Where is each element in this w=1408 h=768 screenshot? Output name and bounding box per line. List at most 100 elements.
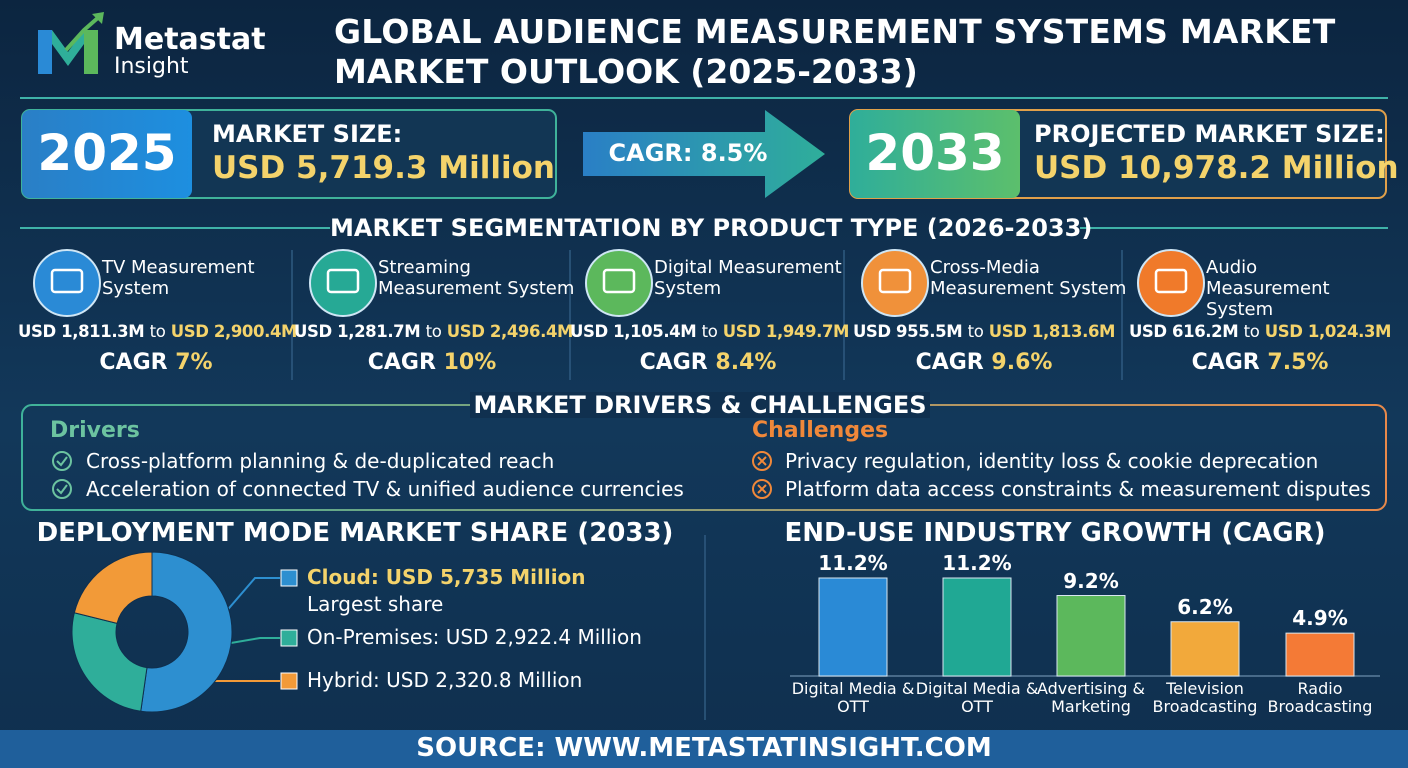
segment-range: USD 616.2M to USD 1,024.3M [1122, 322, 1398, 341]
value-label: 11.2% [942, 551, 1012, 575]
segment-icon [861, 249, 929, 317]
x-icon [752, 479, 772, 499]
cagr: CAGR: 8.5% [608, 139, 768, 167]
cagr-value: 7% [175, 350, 213, 375]
cagr-label: CAGR [1191, 350, 1260, 375]
icon-glyph [878, 268, 912, 294]
x-icon [757, 484, 767, 494]
check-icon [56, 456, 68, 467]
segment-range: USD 1,281.7M to USD 2,496.4M [294, 322, 574, 341]
check-icon [52, 479, 72, 499]
legend-note: Largest share [307, 592, 444, 616]
segment-name: Digital Measurement System [654, 257, 842, 299]
range-joiner: to [701, 322, 718, 341]
cagr-value: 7.5% [1267, 350, 1329, 375]
range-to: USD 2,496.4M [446, 322, 574, 341]
x-icon [757, 456, 767, 466]
legend-label: Cloud: USD 5,735 Million [307, 565, 586, 589]
legend-label: On-Premises: USD 2,922.4 Million [307, 625, 642, 649]
cagr-arrow [583, 110, 825, 198]
end-year: 2033 [865, 124, 1005, 182]
segment-cagr: CAGR 7% [18, 350, 294, 375]
value-label: 9.2% [1063, 568, 1119, 593]
cagr-label: CAGR [639, 350, 708, 375]
range-from: USD 1,281.7M [294, 322, 421, 341]
source-band [0, 730, 1408, 768]
segment-name: TV Measurement System [102, 257, 255, 299]
icon-glyph [602, 268, 636, 294]
x-icon [752, 451, 772, 471]
range-joiner: to [149, 322, 166, 341]
check-icon [56, 484, 68, 495]
brand-sub: Insight [114, 54, 189, 79]
end-value: USD 10,978.2 Million [1034, 150, 1399, 186]
start-year-block [22, 110, 192, 198]
end-label: PROJECTED MARKET SIZE: [1034, 120, 1385, 148]
start-year: 2025 [37, 124, 177, 182]
segment-range: USD 955.5M to USD 1,813.6M [846, 322, 1122, 341]
range-joiner: to [1243, 322, 1260, 341]
section-title: MARKET SEGMENTATION BY PRODUCT TYPE (202… [330, 214, 1093, 242]
range-to: USD 2,900.4M [170, 322, 298, 341]
x-tick-label: Radio Broadcasting [1267, 679, 1373, 716]
drivers-heading: Drivers [50, 418, 140, 443]
driver-item: Cross-platform planning & de-duplicated … [86, 449, 555, 473]
title: GLOBAL AUDIENCE MEASUREMENT SYSTEMS MARK… [334, 12, 1336, 51]
challenges-heading: Challenges [752, 418, 889, 443]
segment-range: USD 1,105.4M to USD 1,949.7M [570, 322, 850, 341]
bar [1170, 621, 1240, 677]
brand-name: Metastat [114, 22, 266, 57]
segment-icon [1137, 249, 1205, 317]
range-to: USD 1,949.7M [722, 322, 850, 341]
icon-glyph [50, 268, 84, 294]
chart-title: END-USE INDUSTRY GROWTH (CAGR) [784, 518, 1326, 548]
end-year-block [850, 110, 1020, 198]
legend-swatch [280, 672, 298, 690]
source: SOURCE: WWW.METASTATINSIGHT.COM [416, 733, 992, 763]
section-title: MARKET DRIVERS & CHALLENGES [473, 391, 927, 419]
segment-cagr: CAGR 7.5% [1122, 350, 1398, 375]
range-to: USD 1,024.3M [1264, 322, 1392, 341]
segment-icon [33, 249, 101, 317]
cagr-value: 9.6% [991, 350, 1053, 375]
title-backdrop [470, 392, 930, 418]
segment-cagr: CAGR 9.6% [846, 350, 1122, 375]
pie-slice [140, 551, 233, 713]
bar [818, 577, 888, 677]
segment-name: Cross-Media Measurement System [930, 257, 1127, 299]
bar [1056, 595, 1126, 677]
segment-range: USD 1,811.3M to USD 2,900.4M [18, 322, 298, 341]
segment-icon [585, 249, 653, 317]
chart-title: DEPLOYMENT MODE MARKET SHARE (2033) [36, 518, 674, 548]
segment-cagr: CAGR 8.4% [570, 350, 846, 375]
segment-cagr: CAGR 10% [294, 350, 570, 375]
cagr-label: CAGR [367, 350, 436, 375]
legend-swatch [280, 629, 298, 647]
value-label: 6.2% [1177, 594, 1233, 619]
cagr-value: 8.4% [715, 350, 777, 375]
range-from: USD 1,811.3M [18, 322, 145, 341]
pie-slice [71, 612, 148, 712]
value-label: 11.2% [818, 551, 888, 575]
x-tick-label: Digital Media & OTT [915, 679, 1039, 716]
start-value: USD 5,719.3 Million [212, 150, 555, 186]
x-tick-label: Advertising & Marketing [1036, 679, 1146, 716]
legend-label: Hybrid: USD 2,320.8 Million [307, 668, 583, 692]
range-from: USD 955.5M [852, 322, 963, 341]
segment-icon [309, 249, 377, 317]
bar [942, 577, 1012, 677]
cagr-label: CAGR [915, 350, 984, 375]
range-from: USD 616.2M [1128, 322, 1239, 341]
range-to: USD 1,813.6M [988, 322, 1116, 341]
segment-name: Audio Measurement System [1206, 257, 1330, 320]
segment-name: Streaming Measurement System [378, 257, 575, 299]
cagr-value: 10% [443, 350, 497, 375]
cagr-label: CAGR [99, 350, 168, 375]
separators [291, 250, 1123, 380]
legend-swatch [280, 569, 298, 587]
check-icon [52, 451, 72, 471]
start-label: MARKET SIZE: [212, 120, 403, 148]
icon-glyph [326, 268, 360, 294]
pie-slice [73, 551, 153, 624]
